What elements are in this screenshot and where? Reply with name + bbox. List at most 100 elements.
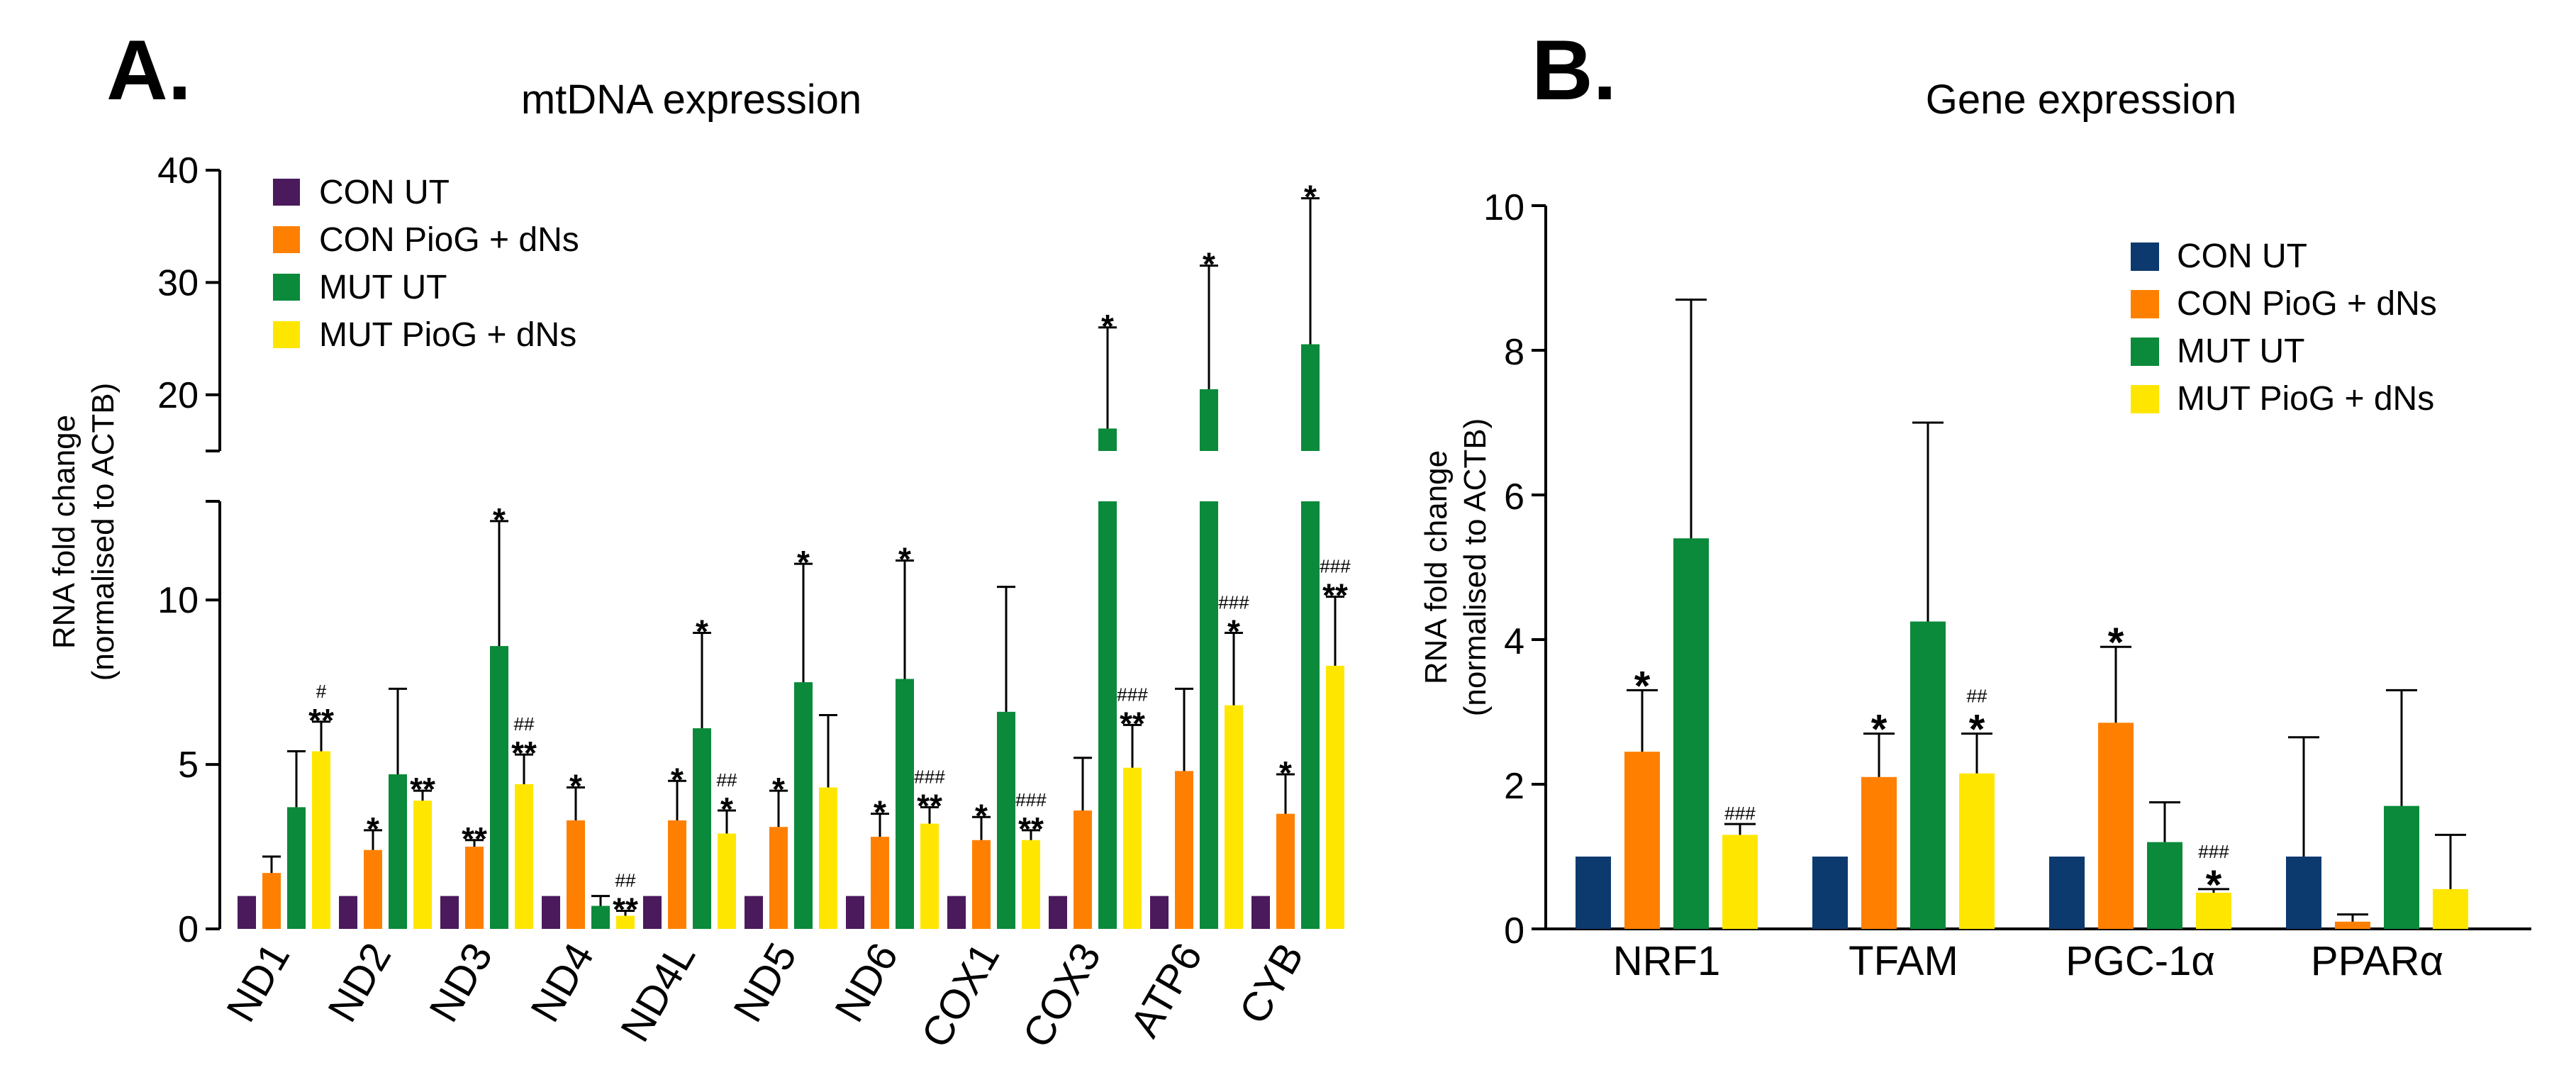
panel-b-ytick-label: 2 [1504, 766, 1524, 807]
panel-a-ylabel-line2: (normalised to ACTB) [86, 383, 121, 681]
panel-a-significance-star: * [1203, 246, 1215, 283]
panel-b-bar [1624, 752, 1660, 929]
panel-a-bar [819, 787, 837, 929]
panel-b-significance-star: * [1634, 663, 1651, 709]
panel-a-bar [1326, 665, 1344, 929]
panel-a-title: mtDNA expression [521, 77, 862, 123]
panel-b-bar [2384, 806, 2419, 929]
panel-a-significance-hash: ## [514, 713, 535, 735]
panel-a-significance-star: * [367, 810, 379, 847]
panel-b-ylabel-line1: RNA fold change [1419, 450, 1454, 684]
panel-b-legend-label: CON PioG + dNs [2177, 285, 2437, 323]
panel-a-bar [1123, 767, 1142, 929]
panel-b-ytick-label: 6 [1504, 477, 1524, 518]
panel-a-category-label: ND4L [612, 935, 704, 1049]
panel-b-significance-star: * [1871, 707, 1888, 753]
panel-a-bar-upper-segment [1200, 389, 1218, 451]
panel-b-significance-hash: ### [1724, 803, 1756, 824]
panel-a-bar [1175, 771, 1193, 929]
panel-a-category-label: ATP6 [1122, 935, 1212, 1044]
panel-a-ytick-label: 5 [178, 745, 199, 786]
panel-b-category-label: TFAM [1849, 938, 1958, 984]
panel-a-bar-upper-segment [1301, 344, 1320, 451]
panel-a-significance-star: * [1227, 613, 1240, 650]
panel-a-bar [440, 896, 459, 929]
panel-a-significance-hash: ### [1320, 556, 1351, 577]
panel-a-bar [389, 774, 407, 929]
panel-b-category-label: PPARα [2311, 938, 2443, 984]
panel-b-category-label: NRF1 [1613, 938, 1720, 984]
panel-b-bar [1812, 857, 1848, 929]
panel-b-significance-hash: ## [1967, 686, 1987, 707]
panel-b-bar [2147, 842, 2182, 929]
panel-a-significance-star: * [797, 544, 810, 581]
panel-a-bar [413, 801, 432, 929]
panel-b-bar [2098, 723, 2134, 929]
panel-b-significance-hash: ### [2198, 841, 2229, 862]
panel-a-significance-star: * [898, 540, 911, 577]
panel-a-bar [262, 873, 281, 929]
panel-a-bar [947, 896, 966, 929]
panel-b-ytick-label: 0 [1504, 910, 1524, 952]
panel-a-category-label: ND3 [420, 935, 501, 1030]
panel-b-ylabel-line2: (normalised to ACTB) [1458, 418, 1493, 717]
panel-a-significance-hash: ### [1218, 592, 1249, 613]
panel-a-bar [745, 896, 763, 929]
panel-a-significance-star: * [671, 761, 684, 798]
panel-b-legend-swatch [2131, 290, 2159, 318]
panel-a-significance-hash: ### [914, 766, 945, 787]
panel-b-significance-star: * [2108, 620, 2124, 666]
panel-a-legend-label: MUT PioG + dNs [319, 316, 576, 354]
panel-a-bar [1150, 896, 1169, 929]
panel-a-bar-upper-segment [1098, 428, 1117, 451]
panel-a-category-label: COX1 [913, 935, 1008, 1055]
panel-a-legend-label: CON PioG + dNs [319, 221, 579, 259]
panel-a-significance-star: * [975, 797, 988, 834]
panel-b-ytick-label: 8 [1504, 332, 1524, 373]
panel-b-letter: B. [1532, 23, 1617, 118]
panel-a-ytick-label: 20 [157, 375, 199, 416]
panel-b-bar [1722, 835, 1758, 929]
panel-b-category-label: PGC-1α [2065, 938, 2215, 984]
panel-a-bar [465, 847, 484, 929]
panel-a-legend: CON UT CON PioG + dNs MUT UT MUT PioG + dNs [273, 174, 579, 354]
panel-b: B. Gene expression RNA fold change (norm… [1419, 23, 2531, 984]
panel-a-legend-swatch [273, 226, 300, 253]
panel-a-category-label: CYB [1230, 935, 1312, 1032]
panel-a-bar [542, 896, 560, 929]
panel-b-legend-swatch [2131, 385, 2159, 413]
panel-a-significance-star: * [569, 768, 582, 805]
panel-a-significance-star: * [1279, 754, 1292, 791]
panel-a-category-label: ND4 [522, 935, 603, 1030]
panel-a-significance-hash: ## [717, 769, 737, 791]
panel-a-significance-hash: # [316, 681, 327, 702]
panel-a-ylabel-line1: RNA fold change [47, 415, 82, 649]
panel-a-ytick-label: 30 [157, 262, 199, 303]
panel-a-significance-star: * [772, 771, 785, 808]
panel-a-bar [871, 837, 889, 929]
panel-a-bar [1049, 896, 1067, 929]
panel-a-significance-star: ** [462, 820, 487, 857]
panel-a-legend-label: MUT UT [319, 269, 447, 306]
panel-a-bar [718, 833, 736, 929]
panel-a-ytick-label: 0 [178, 909, 199, 950]
panel-a-bar [1074, 810, 1092, 929]
panel-b-bar [1959, 773, 1995, 929]
panel-a-significance-star: * [1101, 308, 1114, 345]
panel-a-bar [896, 679, 914, 929]
panel-b-significance-star: * [2206, 862, 2222, 908]
panel-a-bar [769, 827, 788, 929]
panel-b-legend-swatch [2131, 243, 2159, 271]
panel-b-legend: CON UT CON PioG + dNs MUT UT MUT PioG + dNs [2131, 238, 2437, 418]
panel-a: A. mtDNA expression RNA fold change (nor… [47, 23, 1351, 1055]
panel-b-significance-star: * [1969, 707, 1985, 753]
panel-a-category-label: ND5 [725, 935, 805, 1030]
panel-a-bar [1225, 705, 1243, 929]
panel-a-bar [997, 711, 1015, 929]
panel-a-letter: A. [106, 23, 191, 118]
panel-a-ytick-label: 40 [157, 150, 199, 191]
panel-a-ytick-label: 10 [157, 580, 199, 621]
panel-a-significance-star: ** [1018, 810, 1044, 847]
panel-a-significance-hash: ### [1015, 789, 1047, 810]
